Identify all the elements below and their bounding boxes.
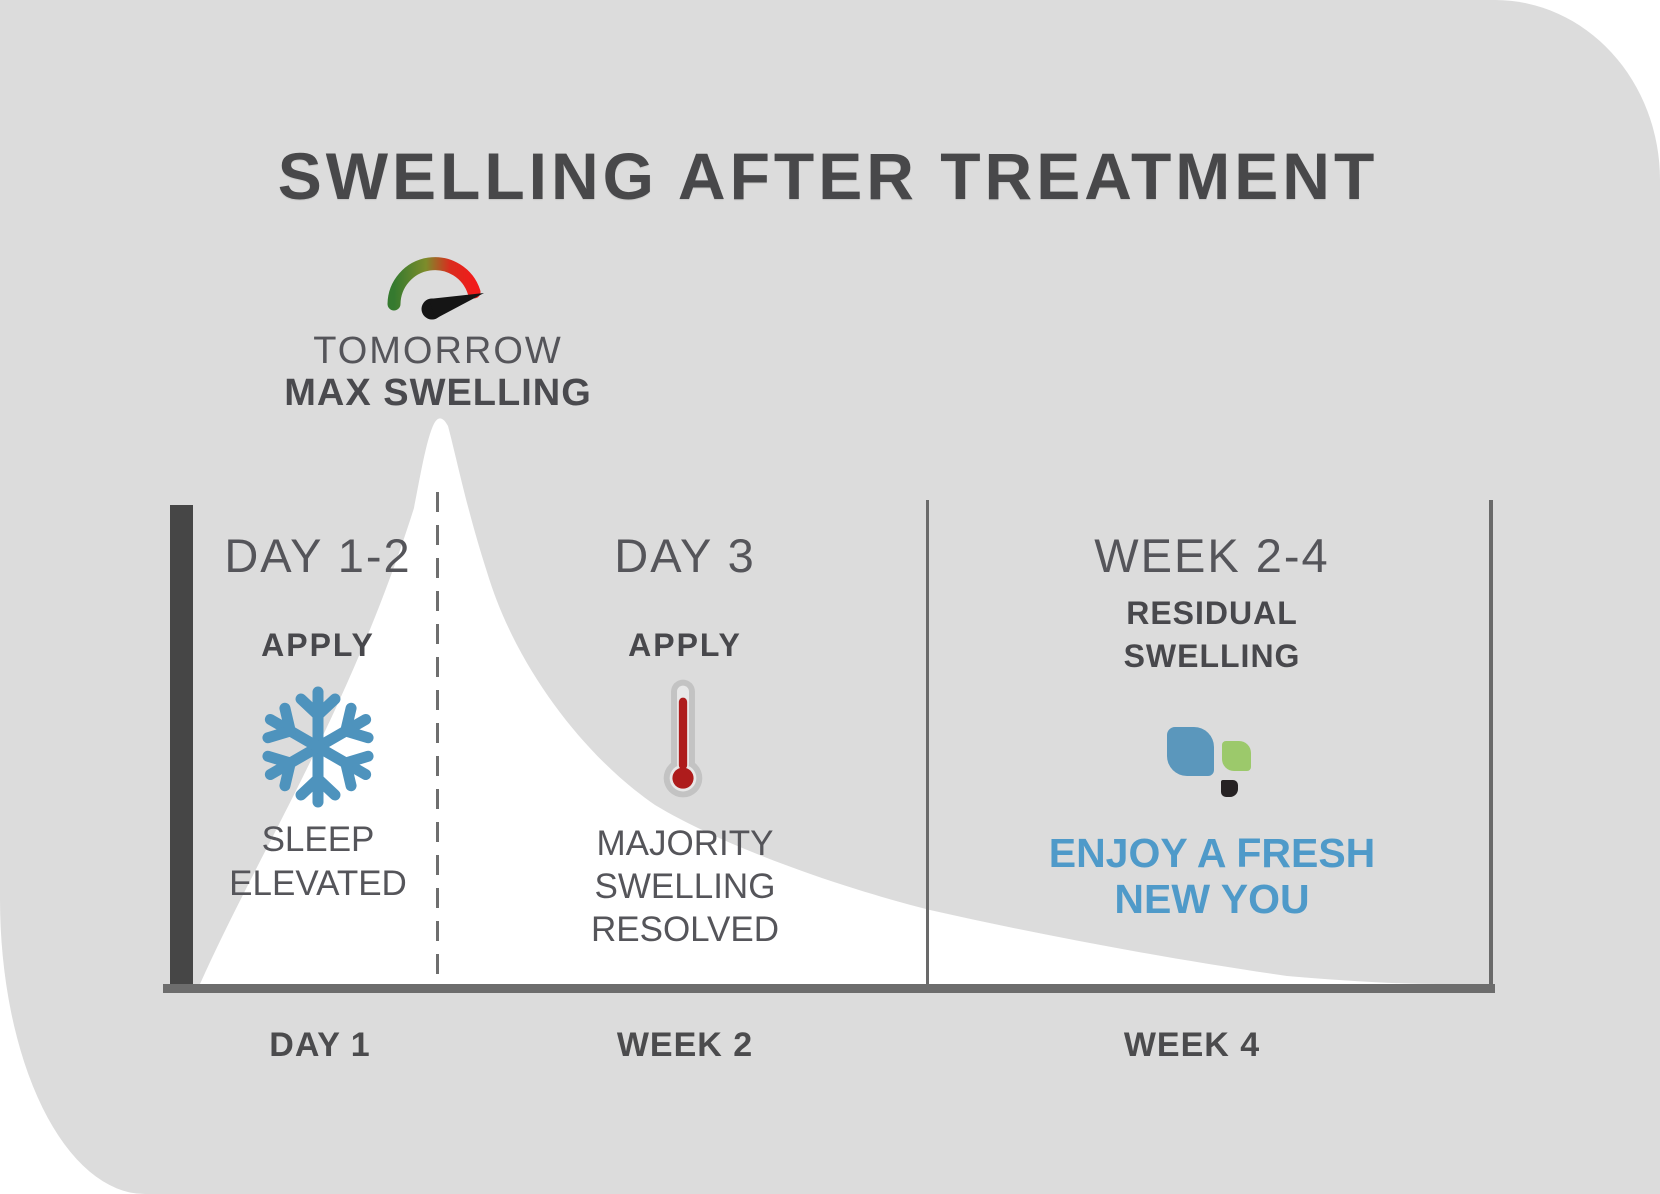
section-day3-action: APPLY bbox=[628, 627, 742, 663]
logo-green-square bbox=[1222, 741, 1251, 771]
snowflake-icon bbox=[262, 686, 374, 808]
swelling-curve bbox=[200, 418, 1437, 984]
logo-blue-square bbox=[1167, 727, 1214, 776]
section-week24-subtitle: RESIDUAL SWELLING bbox=[1124, 592, 1301, 678]
highlight-line: ENJOY A FRESH bbox=[1048, 830, 1376, 876]
gauge-needle bbox=[429, 293, 484, 319]
gauge-icon bbox=[387, 257, 484, 320]
subtitle-line: RESIDUAL bbox=[1126, 595, 1298, 631]
thermometer-icon bbox=[663, 679, 703, 798]
note-line: RESOLVED bbox=[590, 910, 780, 949]
x-axis-label-week4: WEEK 4 bbox=[1123, 1026, 1261, 1064]
gauge-arc bbox=[387, 257, 481, 311]
peak-dashed-line bbox=[436, 492, 439, 984]
peak-label-line2: MAX SWELLING bbox=[284, 372, 592, 414]
note-line: SWELLING bbox=[594, 867, 776, 906]
x-axis-line bbox=[163, 984, 1495, 993]
peak-label-line1: TOMORROW bbox=[313, 330, 563, 372]
section-day12-title: DAY 1-2 bbox=[224, 529, 412, 582]
section-day3-note: MAJORITY SWELLING RESOLVED bbox=[591, 822, 779, 951]
section-day12-note: SLEEP ELEVATED bbox=[229, 818, 407, 906]
logo-black-square bbox=[1221, 780, 1238, 797]
plot-right-border bbox=[1489, 500, 1493, 984]
x-axis-label-day1: DAY 1 bbox=[269, 1026, 371, 1064]
note-line: MAJORITY bbox=[596, 824, 774, 863]
page-title: SWELLING AFTER TREATMENT bbox=[277, 139, 1379, 213]
section-week24-highlight: ENJOY A FRESH NEW YOU bbox=[1049, 830, 1376, 922]
section-day12-action: APPLY bbox=[261, 627, 375, 663]
section-week24-title: WEEK 2-4 bbox=[1094, 529, 1330, 582]
note-line: ELEVATED bbox=[229, 864, 407, 903]
swelling-curve-area bbox=[200, 418, 1437, 984]
y-axis-bar bbox=[170, 505, 193, 993]
note-line: SLEEP bbox=[261, 820, 375, 859]
section-divider-line bbox=[926, 500, 929, 984]
section-day3-title: DAY 3 bbox=[614, 529, 756, 582]
highlight-line: NEW YOU bbox=[1114, 876, 1310, 922]
x-axis-label-week2: WEEK 2 bbox=[616, 1026, 754, 1064]
subtitle-line: SWELLING bbox=[1123, 638, 1301, 674]
